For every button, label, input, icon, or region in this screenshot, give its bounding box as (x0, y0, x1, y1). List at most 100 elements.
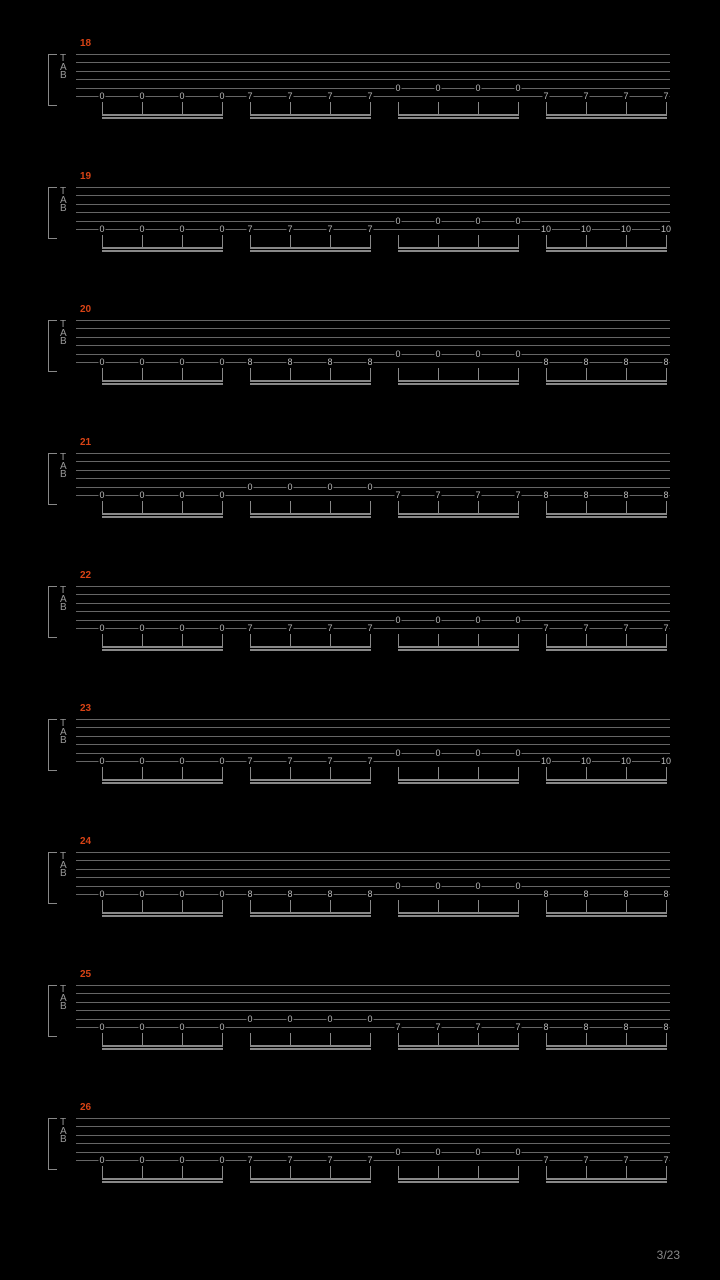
beam (398, 782, 519, 784)
fret-number: 7 (582, 1156, 589, 1165)
fret-number: 0 (218, 225, 225, 234)
fret-number: 8 (366, 358, 373, 367)
fret-number: 0 (138, 225, 145, 234)
beam (102, 114, 223, 116)
beam (250, 513, 371, 515)
string-line (76, 603, 670, 604)
beam (250, 1048, 371, 1050)
fret-number: 8 (246, 890, 253, 899)
fret-number: 0 (514, 616, 521, 625)
fret-number: 0 (218, 92, 225, 101)
fret-number: 0 (218, 624, 225, 633)
fret-number: 0 (394, 217, 401, 226)
string-line (76, 1143, 670, 1144)
string-line (76, 195, 670, 196)
fret-number: 7 (326, 757, 333, 766)
fret-number: 0 (326, 1015, 333, 1024)
fret-number: 8 (582, 358, 589, 367)
fret-number: 0 (218, 1023, 225, 1032)
fret-number: 8 (622, 890, 629, 899)
string-line (76, 187, 670, 188)
fret-number: 7 (246, 225, 253, 234)
fret-number: 0 (514, 882, 521, 891)
tab-staff: 0000000077778888 (76, 985, 670, 1027)
string-line (76, 345, 670, 346)
fret-number: 7 (366, 92, 373, 101)
beam (250, 782, 371, 784)
fret-number: 7 (434, 491, 441, 500)
tab-measure: 23TAB00007777000010101010 (40, 705, 680, 780)
fret-number: 0 (138, 624, 145, 633)
beam (546, 1181, 667, 1183)
fret-number: 0 (474, 1148, 481, 1157)
measure-number: 19 (80, 171, 91, 182)
string-line (76, 611, 670, 612)
fret-number: 7 (662, 92, 669, 101)
beam (250, 1045, 371, 1047)
fret-number: 7 (286, 624, 293, 633)
fret-number: 8 (246, 358, 253, 367)
string-line (76, 461, 670, 462)
fret-number: 7 (326, 1156, 333, 1165)
fret-number: 0 (138, 1156, 145, 1165)
fret-number: 0 (138, 491, 145, 500)
fret-number: 0 (514, 749, 521, 758)
string-line (76, 877, 670, 878)
tab-measure: 21TAB0000000077778888 (40, 439, 680, 514)
fret-number: 0 (98, 358, 105, 367)
tab-page: 18TAB000077770000777719TAB00007777000010… (0, 0, 720, 1280)
tab-measure: 20TAB0000888800008888 (40, 306, 680, 381)
fret-number: 7 (366, 225, 373, 234)
tab-bracket (48, 985, 57, 1037)
string-line (76, 79, 670, 80)
fret-number: 8 (542, 358, 549, 367)
fret-number: 7 (246, 92, 253, 101)
fret-number: 7 (582, 624, 589, 633)
tab-measure: 26TAB0000777700007777 (40, 1104, 680, 1179)
beam (546, 114, 667, 116)
fret-number: 8 (622, 491, 629, 500)
fret-number: 8 (582, 1023, 589, 1032)
beam (398, 912, 519, 914)
fret-number: 0 (98, 225, 105, 234)
string-line (76, 212, 670, 213)
beam (398, 250, 519, 252)
fret-number: 10 (540, 757, 552, 766)
fret-number: 10 (660, 225, 672, 234)
tab-measure: 25TAB0000000077778888 (40, 971, 680, 1046)
fret-number: 7 (662, 624, 669, 633)
tab-bracket (48, 453, 57, 505)
tab-label: TAB (60, 321, 67, 347)
string-line (76, 328, 670, 329)
tab-label: TAB (60, 454, 67, 480)
beam (546, 117, 667, 119)
string-line (76, 71, 670, 72)
beam (546, 779, 667, 781)
beam (398, 649, 519, 651)
string-line (76, 1118, 670, 1119)
beam (250, 383, 371, 385)
string-line (76, 54, 670, 55)
measure-number: 26 (80, 1102, 91, 1113)
string-line (76, 869, 670, 870)
tab-bracket (48, 719, 57, 771)
beam (546, 380, 667, 382)
beam (546, 915, 667, 917)
beam (398, 646, 519, 648)
fret-number: 0 (286, 1015, 293, 1024)
tab-label: TAB (60, 986, 67, 1012)
fret-number: 0 (434, 749, 441, 758)
fret-number: 0 (138, 358, 145, 367)
beam (102, 117, 223, 119)
fret-number: 0 (366, 483, 373, 492)
string-line (76, 62, 670, 63)
fret-number: 0 (138, 92, 145, 101)
fret-number: 7 (326, 624, 333, 633)
fret-number: 8 (542, 1023, 549, 1032)
beam (250, 1181, 371, 1183)
fret-number: 7 (542, 1156, 549, 1165)
tab-measure: 19TAB00007777000010101010 (40, 173, 680, 248)
fret-number: 7 (366, 1156, 373, 1165)
tab-bracket (48, 187, 57, 239)
beam (102, 646, 223, 648)
